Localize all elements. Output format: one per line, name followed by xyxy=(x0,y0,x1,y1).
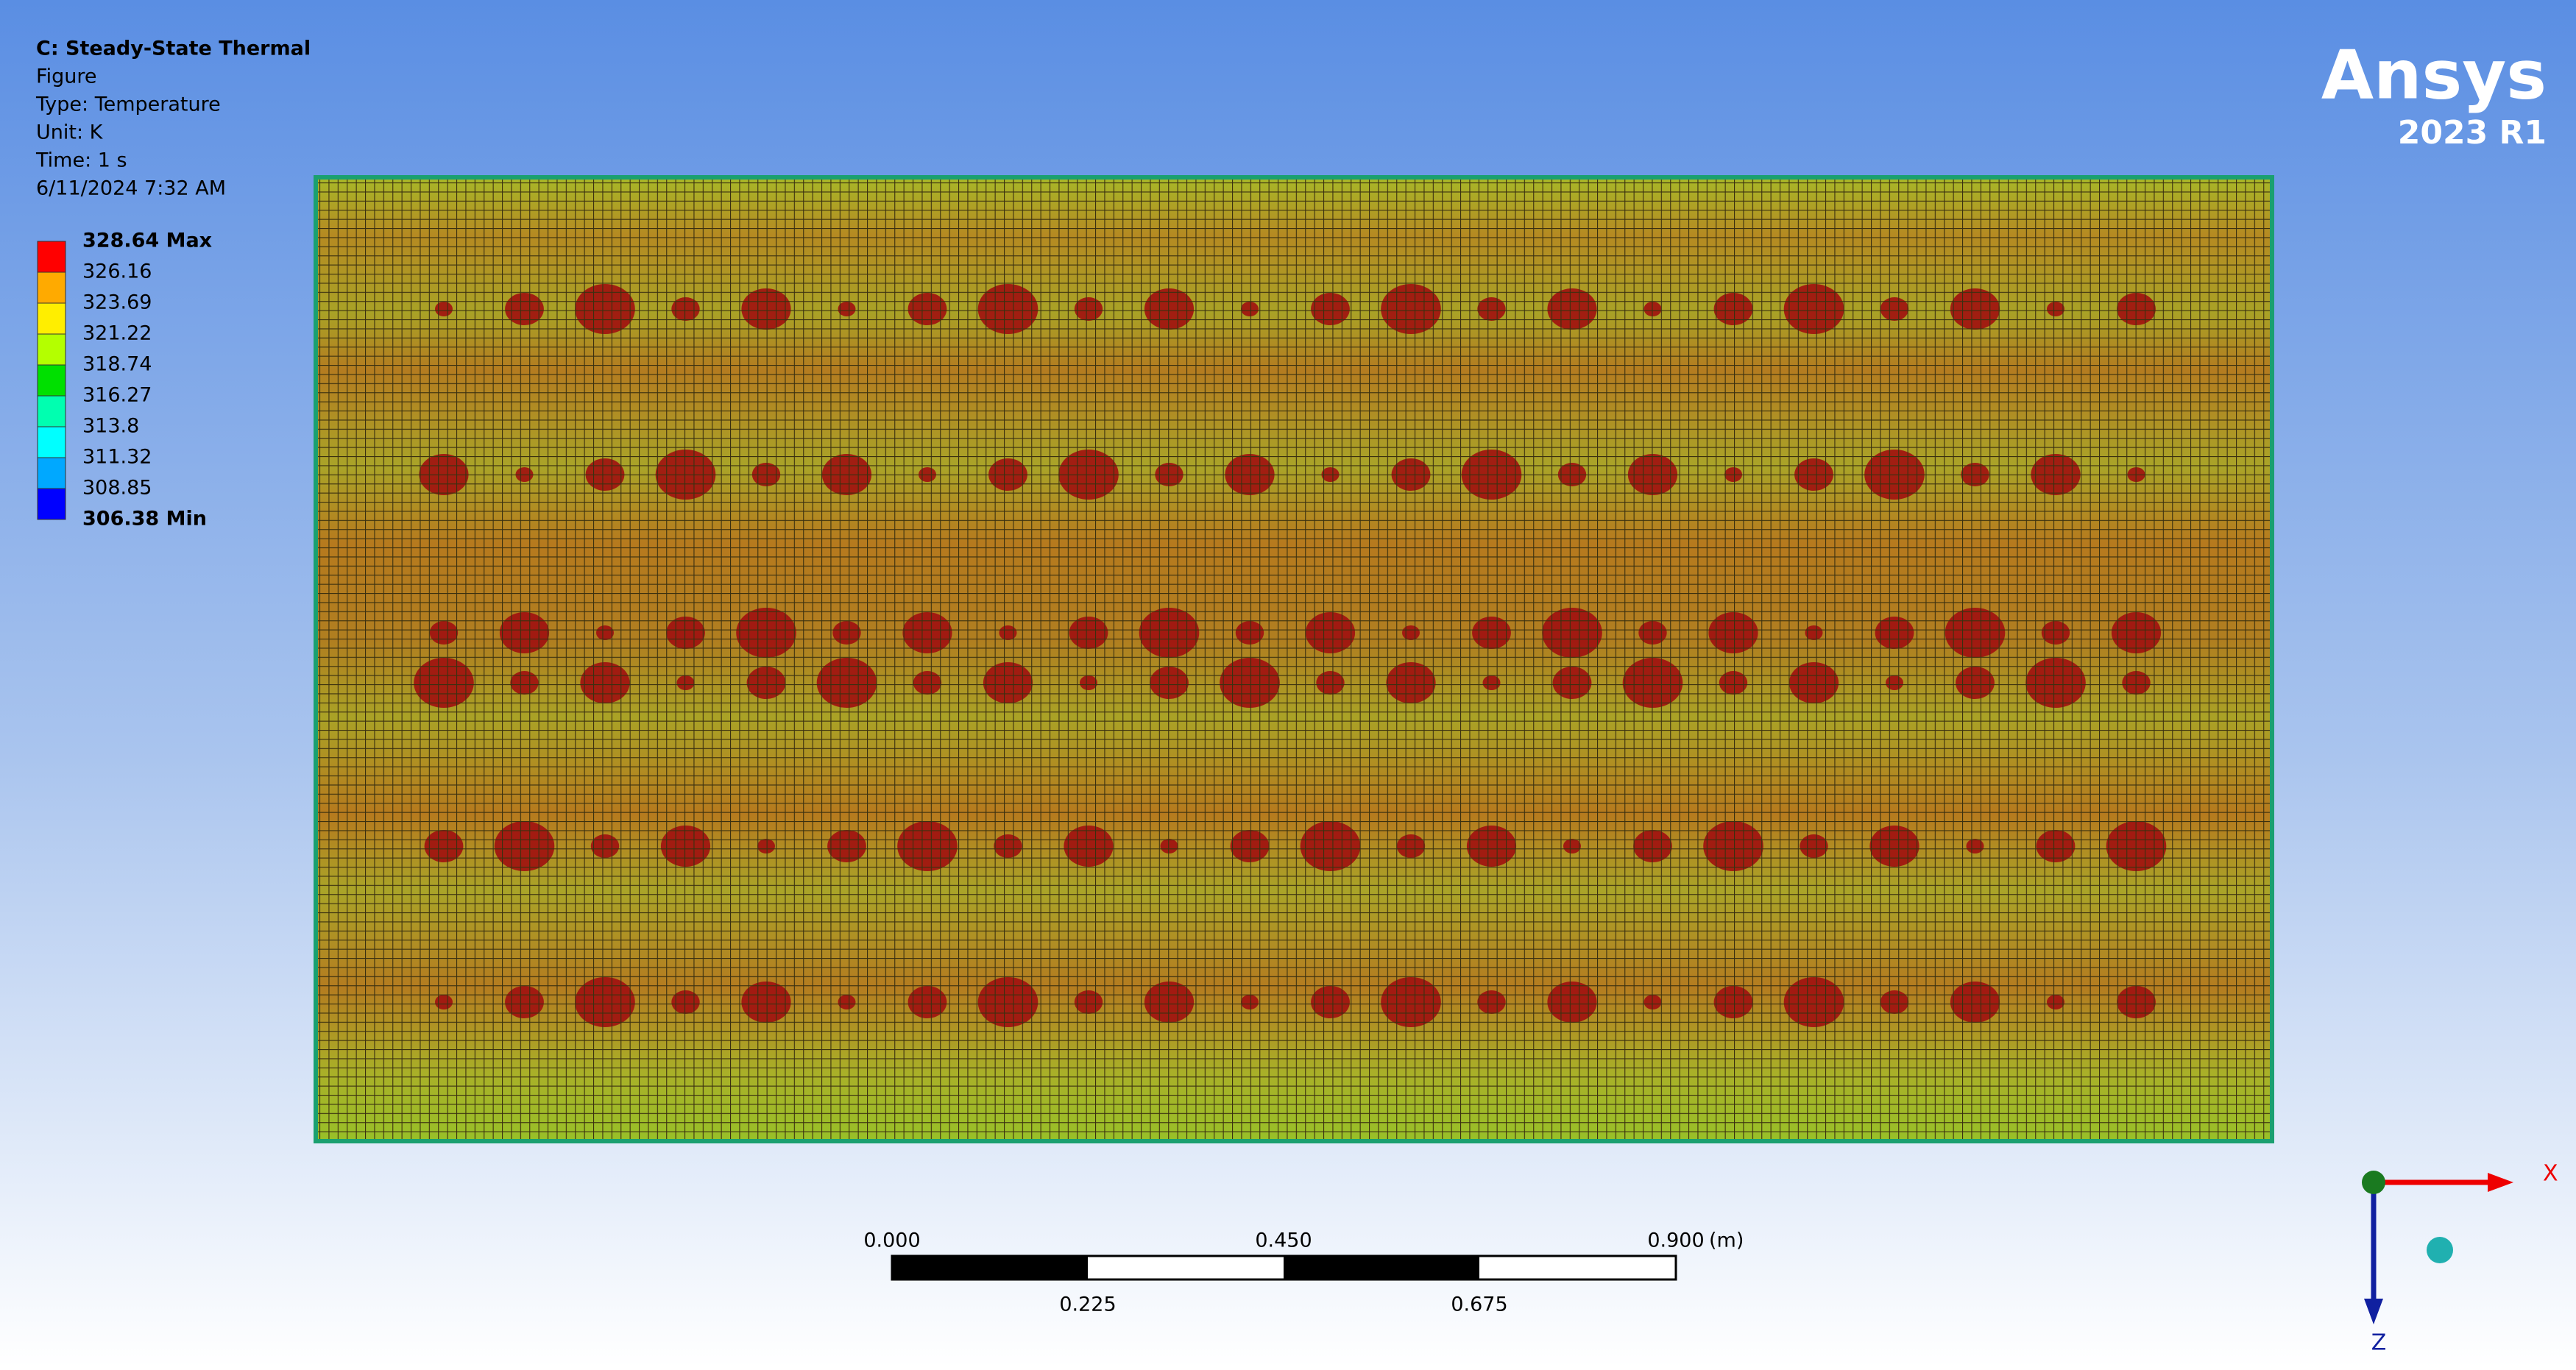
scale-label: 0.450 xyxy=(1255,1229,1312,1252)
z-label: Z xyxy=(2371,1330,2387,1356)
triad: X Z xyxy=(2362,1161,2558,1356)
result-info: Time: 1 s xyxy=(35,149,127,172)
result-info: Figure xyxy=(36,65,96,88)
scale-label: 0.900 xyxy=(1647,1229,1704,1252)
legend-label: 308.85 xyxy=(82,477,152,500)
x-label: X xyxy=(2543,1161,2558,1187)
legend-label: 323.69 xyxy=(82,291,152,314)
scale-bar: 0.000 0.450 0.900 (m) 0.225 0.675 xyxy=(863,1229,1744,1316)
legend-swatch xyxy=(37,457,66,489)
result-info: Type: Temperature xyxy=(35,93,221,116)
contour-plot xyxy=(314,175,2274,1143)
legend-swatch xyxy=(37,488,66,520)
legend-swatch xyxy=(37,426,66,458)
legend-label: 328.64 Max xyxy=(82,230,212,252)
legend-label: 326.16 xyxy=(82,260,152,283)
legend-label: 316.27 xyxy=(82,384,152,407)
origin xyxy=(2362,1171,2385,1194)
scale-label: 0.675 xyxy=(1451,1293,1507,1316)
legend-label: 318.74 xyxy=(82,353,152,376)
iso-ball xyxy=(2427,1237,2453,1263)
scale-label: 0.225 xyxy=(1059,1293,1116,1316)
result-title: C: Steady-State Thermal xyxy=(36,38,311,60)
scale-segment xyxy=(1284,1256,1479,1280)
result-info: Unit: K xyxy=(36,121,104,144)
result-info: 6/11/2024 7:32 AM xyxy=(36,177,226,200)
mesh xyxy=(316,177,2272,1141)
plot-border xyxy=(314,175,2274,1143)
legend-label: 313.8 xyxy=(82,415,139,438)
legend-swatch xyxy=(37,302,66,335)
header: C: Steady-State Thermal Figure Type: Tempe… xyxy=(35,38,311,200)
x-arrow-head xyxy=(2488,1173,2513,1192)
scale-unit: (m) xyxy=(1709,1229,1744,1252)
legend-swatch xyxy=(37,395,66,427)
legend-label: 311.32 xyxy=(82,446,152,469)
legend-swatch xyxy=(37,333,66,366)
legend-swatch xyxy=(37,271,66,304)
logo-name: Ansys xyxy=(2321,35,2547,114)
legend-swatch xyxy=(37,241,66,273)
legend-swatch xyxy=(37,364,66,397)
logo-version: 2023 R1 xyxy=(2398,114,2547,152)
legend-label: 321.22 xyxy=(82,322,152,345)
scale-segment xyxy=(892,1256,1088,1280)
z-arrow-head xyxy=(2364,1299,2383,1324)
legend-label: 306.38 Min xyxy=(82,508,207,530)
legend: 328.64 Max 326.16 323.69 321.22 318.74 316.27… xyxy=(37,230,212,530)
scale-label: 0.000 xyxy=(863,1229,920,1252)
